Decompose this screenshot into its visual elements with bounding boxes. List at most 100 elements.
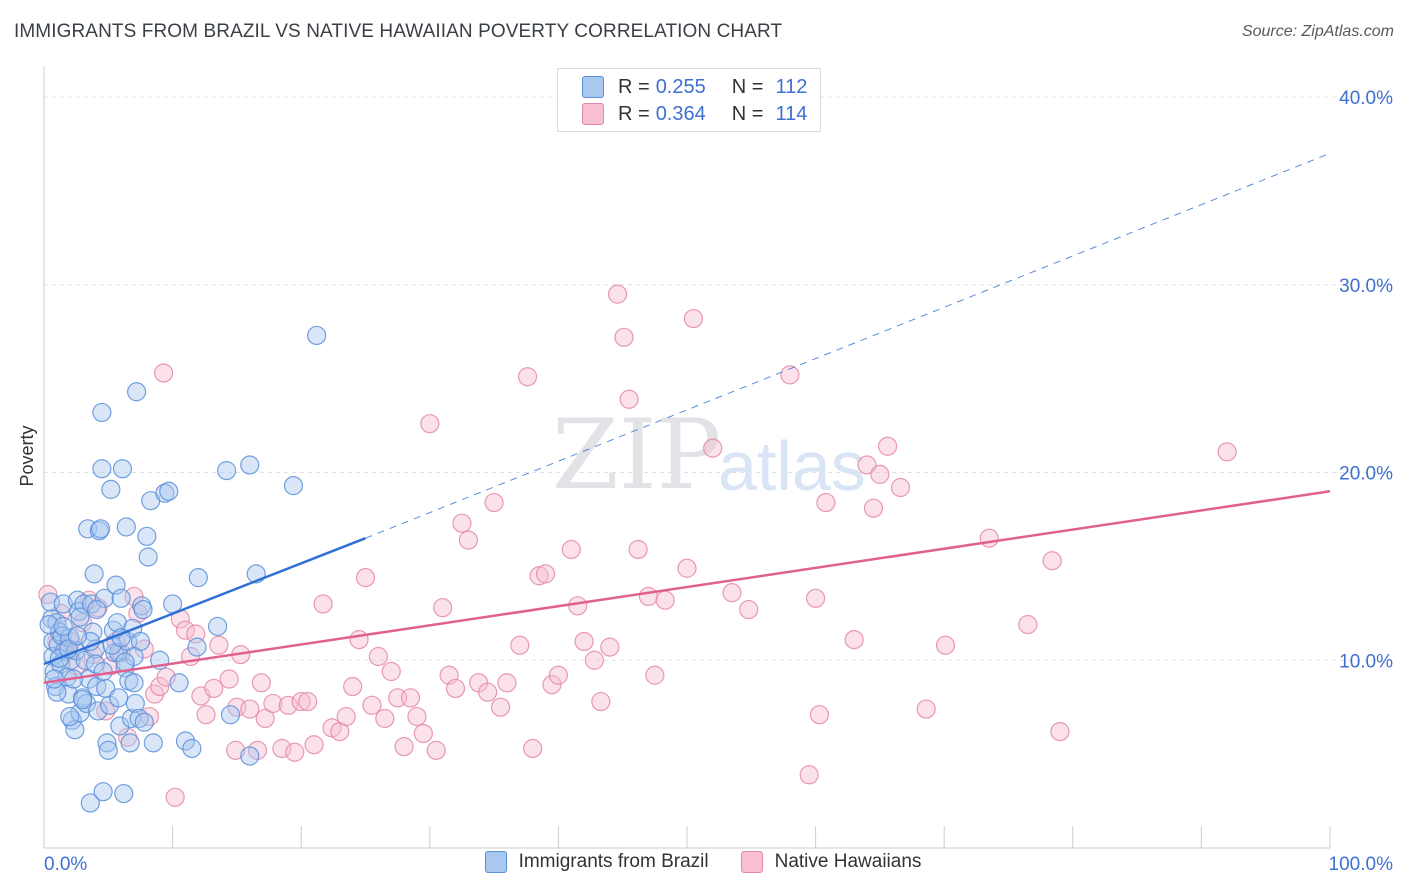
hawaiian-point-29	[196, 705, 216, 725]
brazil-point-55	[114, 783, 134, 804]
brazil-trend-line	[43, 537, 366, 666]
hawaiian-point-92	[638, 586, 659, 607]
hawaiian-point-43	[285, 742, 305, 762]
legend-item-hawaiian[interactable]: Native Hawaiians	[740, 851, 922, 873]
axis-labels: 10.0% 20.0% 30.0% 40.0% 0.0% 100.0%	[44, 88, 1393, 875]
watermark-atlas: atlas	[718, 427, 866, 505]
hawaiian-point-63	[420, 414, 440, 434]
hawaiian-point-31	[209, 635, 229, 655]
hawaiian-point-102	[805, 588, 826, 608]
brazil-point-90	[283, 476, 304, 496]
legend-label-hawaiian: Native Hawaiians	[774, 851, 922, 872]
brazil-point-69	[133, 599, 153, 620]
hawaiian-point-116	[1050, 721, 1070, 742]
hawaiian-point-41	[272, 738, 292, 759]
hawaiian-point-85	[584, 650, 605, 670]
hawaiian-point-104	[816, 492, 836, 513]
brazil-point-60	[120, 733, 140, 753]
hawaiian-point-115	[1042, 551, 1062, 571]
hawaiian-point-108	[870, 464, 890, 484]
hawaiian-point-56	[375, 708, 395, 729]
hawaiian-point-86	[591, 691, 611, 712]
hawaiian-point-87	[600, 637, 620, 657]
hawaiian-point-83	[568, 596, 588, 616]
brazil-point-54	[112, 459, 133, 479]
hawaiian-point-21	[153, 363, 174, 383]
brazil-point-82	[187, 637, 207, 657]
brazil-point-52	[110, 716, 130, 736]
hawaiian-point-110	[890, 477, 911, 498]
r-label: R =	[618, 75, 650, 98]
axes	[43, 66, 1331, 849]
y-tick-label-0: 10.0%	[1339, 651, 1393, 672]
brazil-point-65	[126, 382, 147, 402]
hawaiian-point-44	[291, 691, 311, 712]
brazil-point-11	[53, 594, 73, 614]
brazil-point-106	[124, 646, 144, 667]
brazil-point-77	[159, 481, 179, 501]
brazil-point-71	[137, 526, 157, 546]
legend-row-hawaiian: R = 0.364 N = 114	[582, 102, 807, 126]
hawaiian-point-32	[219, 669, 239, 689]
hawaiian-point-50	[336, 706, 356, 727]
brazil-point-38	[92, 459, 112, 479]
grid	[44, 96, 1392, 661]
hawaiian-point-38	[251, 673, 271, 693]
brazil-point-41	[94, 588, 115, 608]
hawaiian-point-40	[263, 693, 283, 714]
legend-swatch-pink	[582, 103, 604, 125]
hawaiian-point-46	[304, 735, 324, 755]
brazil-point-44	[98, 740, 118, 760]
native-hawaiians-points	[38, 284, 1237, 807]
brazil-point-94	[72, 690, 93, 710]
n-value: 114	[775, 102, 808, 125]
hawaiian-point-54	[362, 695, 382, 715]
legend-row-brazil: R = 0.255 N = 112	[582, 75, 807, 99]
hawaiian-point-65	[433, 598, 453, 618]
hawaiian-point-103	[809, 705, 830, 725]
series-legend: Immigrants from Brazil Native Hawaiians	[0, 851, 1406, 873]
hawaiian-point-113	[979, 528, 999, 548]
brazil-point-80	[175, 731, 196, 751]
hawaiian-point-74	[497, 673, 517, 693]
brazil-point-102	[70, 607, 90, 627]
hawaiian-point-71	[478, 682, 498, 702]
brazil-point-29	[80, 793, 100, 813]
hawaiian-point-20	[150, 676, 170, 697]
legend-swatch-blue	[484, 851, 507, 873]
brazil-point-107	[44, 669, 64, 689]
hawaiian-point-114	[1018, 614, 1038, 635]
brazil-point-85	[217, 461, 237, 481]
brazil-point-109	[67, 626, 88, 646]
y-tick-label-1: 20.0%	[1339, 464, 1393, 485]
brazil-point-37	[90, 519, 111, 539]
brazil-point-110	[87, 599, 107, 620]
hawaiian-point-98	[722, 583, 742, 603]
hawaiian-point-91	[628, 539, 648, 560]
r-value: 0.364	[655, 102, 706, 125]
brazil-point-99	[60, 706, 80, 727]
hawaiian-point-25	[175, 620, 196, 640]
brazil-point-39	[92, 402, 112, 423]
brazil-point-35	[88, 701, 108, 721]
hawaiian-point-112	[935, 635, 956, 655]
brazil-point-79	[169, 673, 189, 693]
r-value: 0.255	[655, 75, 706, 98]
hawaiian-point-107	[863, 498, 884, 518]
hawaiian-point-62	[413, 723, 433, 744]
n-value: 112	[775, 75, 808, 98]
brazil-point-101	[53, 616, 73, 637]
hawaiian-point-68	[452, 513, 472, 533]
brazil-point-46	[101, 479, 121, 499]
hawaiian-point-77	[523, 738, 543, 759]
hawaiian-trend-line	[43, 490, 1331, 685]
x-tick-label-0: 0.0%	[44, 854, 87, 875]
brazil-point-100	[39, 614, 59, 635]
legend-item-brazil[interactable]: Immigrants from Brazil	[484, 851, 709, 873]
hawaiian-point-72	[484, 492, 504, 513]
hawaiian-point-67	[445, 678, 466, 699]
correlation-legend: R = 0.255 N = 112 R = 0.364 N = 114	[557, 68, 821, 132]
hawaiian-point-57	[381, 661, 401, 682]
hawaiian-point-88	[607, 284, 628, 304]
hawaiian-point-117	[1217, 442, 1237, 462]
